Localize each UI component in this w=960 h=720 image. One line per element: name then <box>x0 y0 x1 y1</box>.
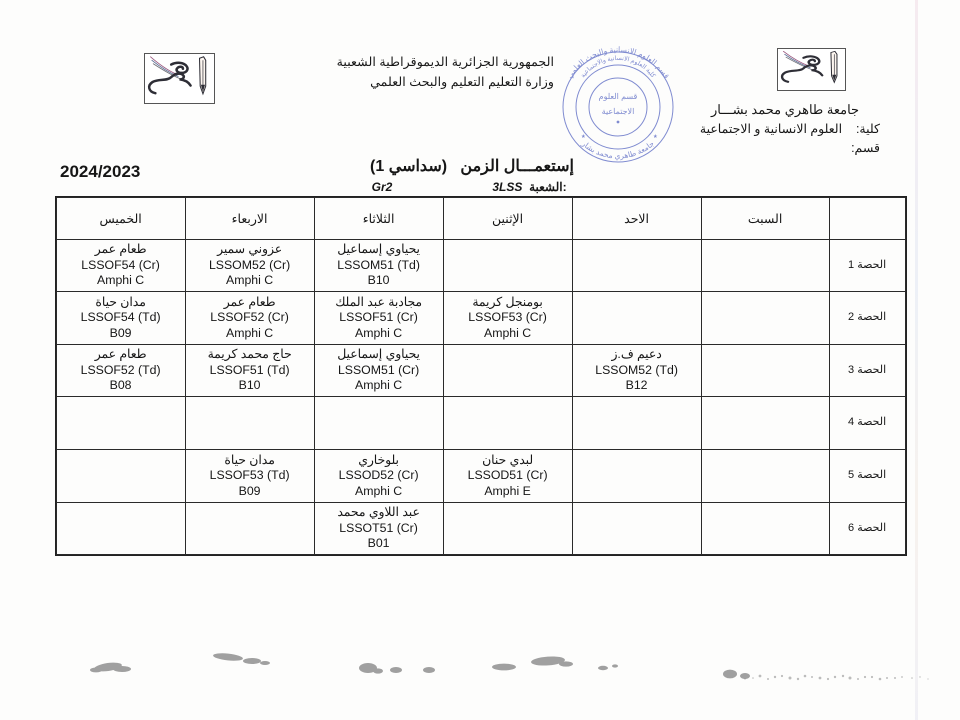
svg-text:قسم العلوم: قسم العلوم <box>599 92 638 101</box>
svg-text:الاجتماعية: الاجتماعية <box>602 107 635 116</box>
